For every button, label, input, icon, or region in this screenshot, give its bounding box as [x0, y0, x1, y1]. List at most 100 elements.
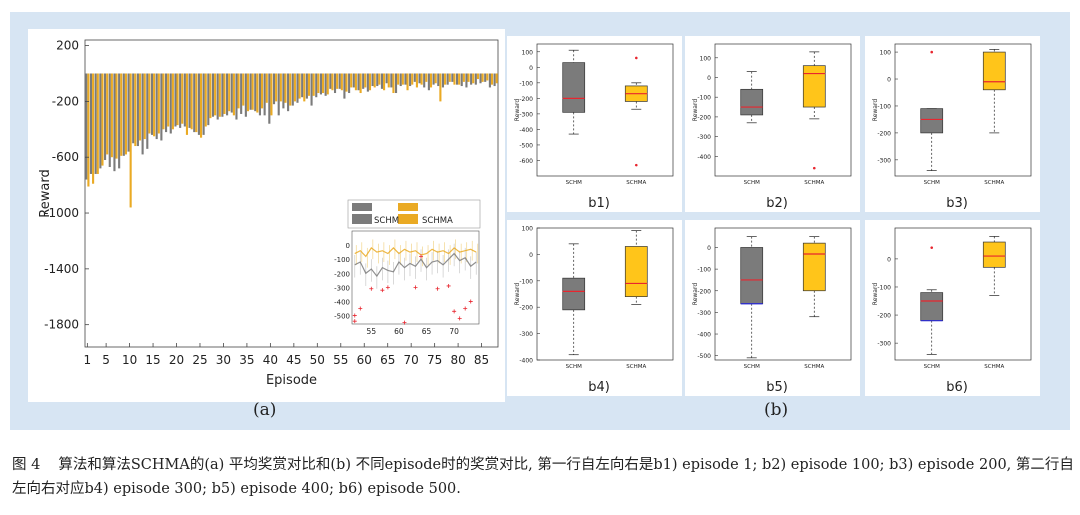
label-a: (a)	[253, 400, 277, 420]
bar-schma	[120, 73, 123, 156]
bar-schma	[490, 73, 494, 85]
bar-schm	[470, 73, 473, 85]
x-tick-label: 60	[357, 353, 372, 367]
inset-outlier	[446, 283, 451, 288]
inset-y-tick-label: -400	[334, 298, 350, 306]
bar-schma	[476, 73, 479, 80]
box-schm	[740, 247, 764, 305]
bar-schma	[195, 73, 198, 133]
bar-schm	[179, 73, 182, 128]
inset-y-tick-label: -500	[334, 313, 350, 321]
bar-schm	[479, 73, 482, 84]
bar-schm	[305, 73, 308, 99]
inset-outlier	[413, 285, 418, 290]
box-y-tick-label: -300	[519, 111, 533, 118]
bar-schma	[350, 73, 353, 88]
y-axis-label: Reward	[38, 169, 53, 217]
bar-schm	[132, 73, 135, 144]
y-tick-label: -1400	[44, 262, 79, 276]
bar-schma	[331, 73, 334, 91]
inset-y-tick-label: -100	[334, 256, 350, 264]
bar-schma	[373, 73, 376, 88]
box-y-tick-label: -100	[697, 95, 711, 102]
inset-outlier	[380, 288, 385, 293]
box-y-tick-label: -200	[697, 114, 711, 121]
chart-b1-boxplot: -600 -500 -400 -300 -200 -100 0 100 Reward SCHM SC…	[507, 36, 682, 212]
bar-schm	[99, 73, 102, 169]
bar-schm	[244, 73, 247, 117]
bar-schm	[338, 73, 341, 89]
bar-schm	[113, 73, 116, 172]
bar-schm	[446, 73, 449, 85]
box-y-axis-label: Reward	[872, 283, 879, 306]
bar-schma	[185, 73, 189, 135]
bar-schm	[380, 73, 384, 89]
bar-schma	[364, 73, 367, 88]
bar-schma	[157, 73, 160, 134]
bar-schma	[425, 73, 428, 82]
box-plot-area	[894, 227, 1032, 361]
y-tick-label: -600	[52, 150, 79, 164]
box-subplot-title: b1)	[588, 196, 610, 211]
bar-schma	[317, 73, 320, 94]
box-subplot-title: b3)	[946, 196, 968, 211]
bar-schma	[467, 73, 470, 82]
inset-x-tick-label: 55	[367, 327, 377, 336]
bar-schm	[202, 73, 205, 135]
bar-schma	[420, 73, 423, 85]
y-tick-label: -1800	[44, 318, 79, 332]
box-subplot-title: b4)	[588, 380, 610, 395]
inset-x-tick-label: 60	[394, 327, 404, 336]
bar-schma	[322, 73, 325, 94]
bar-schm	[399, 73, 402, 87]
bar-schm	[376, 73, 379, 87]
box-y-tick-label: 0	[529, 65, 533, 72]
bar-schma	[486, 73, 489, 81]
x-tick-label: 65	[380, 353, 395, 367]
bar-schm	[441, 73, 445, 88]
bar-schma	[218, 73, 221, 117]
box-category-label: SCHM	[924, 364, 940, 370]
bar-schma	[472, 73, 475, 84]
bar-schm	[484, 73, 487, 82]
bar-schm	[272, 73, 276, 105]
bar-schma	[326, 73, 329, 95]
bar-schma	[171, 73, 174, 130]
box-outlier	[930, 50, 934, 54]
bar-schm	[301, 73, 304, 98]
box-schm	[562, 62, 586, 113]
bar-schm	[390, 73, 393, 88]
inset-outlier	[358, 306, 363, 311]
box-y-tick-label: 0	[707, 75, 711, 82]
x-tick-label: 5	[102, 353, 110, 367]
box-y-tick-label: -400	[697, 154, 711, 161]
bar-schm	[423, 73, 426, 88]
box-y-axis-label: Reward	[514, 283, 521, 306]
box-y-tick-label: 0	[529, 252, 533, 259]
bar-schm	[127, 73, 130, 152]
inset-outlier	[435, 286, 440, 291]
bar-schm	[258, 73, 261, 116]
bar-schma	[87, 73, 90, 187]
box-category-label: SCHM	[566, 364, 582, 370]
bar-schma	[167, 73, 170, 127]
box-category-label: SCHM	[744, 180, 760, 186]
bar-schma	[110, 73, 113, 158]
bar-schm	[348, 73, 351, 94]
bar-schma	[397, 73, 400, 85]
box-y-tick-label: -600	[519, 158, 533, 165]
bar-schm	[343, 73, 346, 99]
legend-swatch-schm	[352, 214, 372, 224]
box-schma	[802, 65, 826, 108]
bar-schm	[310, 73, 313, 106]
inset-outlier	[369, 286, 374, 291]
box-category-label: SCHMA	[804, 180, 824, 186]
box-y-tick-label: 0	[887, 77, 891, 84]
bar-schma	[392, 73, 395, 94]
inset-outlier	[352, 313, 357, 318]
box-plot-area	[536, 43, 674, 177]
bar-schma	[383, 73, 386, 91]
bar-schm	[268, 73, 271, 124]
bar-schma	[228, 73, 231, 112]
bar-schma	[401, 73, 404, 85]
